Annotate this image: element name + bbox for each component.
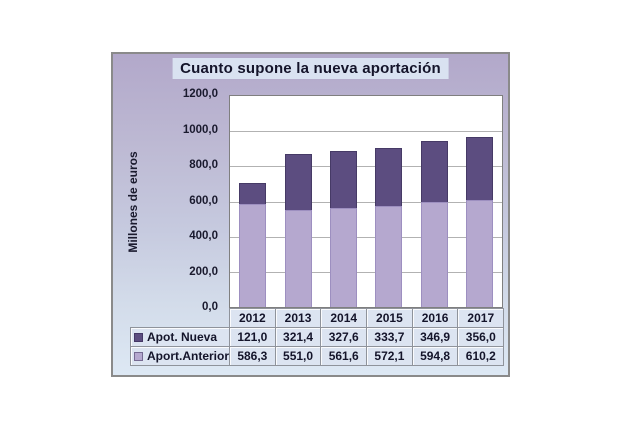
value-cell: 327,6 xyxy=(320,327,368,347)
gridline xyxy=(230,201,502,203)
gridline xyxy=(230,131,502,133)
table-row-series: Aport.Anterior 586,3 551,0 561,6 572,1 594,8 6… xyxy=(130,346,505,366)
year-cell: 2017 xyxy=(457,308,505,328)
value-cell: 561,6 xyxy=(320,346,368,366)
legend-cell: Aport.Anterior xyxy=(130,346,230,366)
value-cell: 594,8 xyxy=(411,346,459,366)
value-cell: 610,2 xyxy=(457,346,505,366)
year-cell: 2015 xyxy=(366,308,413,328)
y-tick-label: 1200,0 xyxy=(182,88,218,100)
bar-segment-apot-nueva xyxy=(420,141,448,203)
value-cell: 572,1 xyxy=(366,346,413,366)
value-cell: 356,0 xyxy=(457,327,505,347)
gridline xyxy=(230,271,502,273)
value-cell: 121,0 xyxy=(229,327,276,347)
bar-segment-apot-nueva xyxy=(329,150,357,209)
value-cell: 333,7 xyxy=(366,327,413,347)
bar-segment-aport-anterior xyxy=(329,208,357,307)
y-tick-label: 200,0 xyxy=(189,265,218,278)
value-cell: 551,0 xyxy=(274,346,322,366)
y-axis-ticks: 1200,0 1000,0 800,0 600,0 400,0 200,0 0,0 xyxy=(113,88,223,313)
bar-segment-apot-nueva xyxy=(239,182,267,204)
bar-segment-aport-anterior xyxy=(239,203,267,307)
y-tick-label: 600,0 xyxy=(189,194,218,207)
year-cell: 2012 xyxy=(229,308,276,328)
bar-segment-apot-nueva xyxy=(375,147,403,207)
table-row-series: Apot. Nueva 121,0 321,4 327,6 333,7 346,9 356,… xyxy=(130,327,505,347)
bar-segment-aport-anterior xyxy=(420,202,448,307)
year-cell: 2013 xyxy=(274,308,322,328)
data-table: 2012 2013 2014 2015 2016 2017 Apot. Nueva 121,0… xyxy=(130,308,505,366)
legend-cell: Apot. Nueva xyxy=(130,327,230,347)
value-cell: 586,3 xyxy=(229,346,276,366)
y-tick-label: 400,0 xyxy=(189,230,218,242)
table-row-years: 2012 2013 2014 2015 2016 2017 xyxy=(130,308,505,328)
bar-segment-aport-anterior xyxy=(375,206,403,307)
year-cell: 2014 xyxy=(320,308,368,328)
value-cell: 346,9 xyxy=(411,327,459,347)
legend-label: Aport.Anterior xyxy=(147,349,229,363)
value-cell: 321,4 xyxy=(274,327,322,347)
bar-segment-apot-nueva xyxy=(284,153,312,211)
y-tick-label: 0,0 xyxy=(202,301,218,313)
bar-segment-apot-nueva xyxy=(465,137,493,200)
bar-segment-aport-anterior xyxy=(284,210,312,307)
gridline xyxy=(230,236,502,238)
bar-segment-aport-anterior xyxy=(465,199,493,307)
chart-title: Cuanto supone la nueva aportación xyxy=(172,58,449,79)
legend-label: Apot. Nueva xyxy=(147,330,218,344)
legend-swatch-icon xyxy=(134,332,143,342)
gridline xyxy=(230,166,502,168)
y-tick-label: 800,0 xyxy=(189,159,218,171)
chart-container: Cuanto supone la nueva aportación Millon… xyxy=(111,52,510,377)
legend-swatch-icon xyxy=(134,351,143,361)
table-corner-spacer xyxy=(130,308,230,328)
y-tick-label: 1000,0 xyxy=(182,123,218,136)
plot-area xyxy=(229,95,503,308)
year-cell: 2016 xyxy=(411,308,459,328)
